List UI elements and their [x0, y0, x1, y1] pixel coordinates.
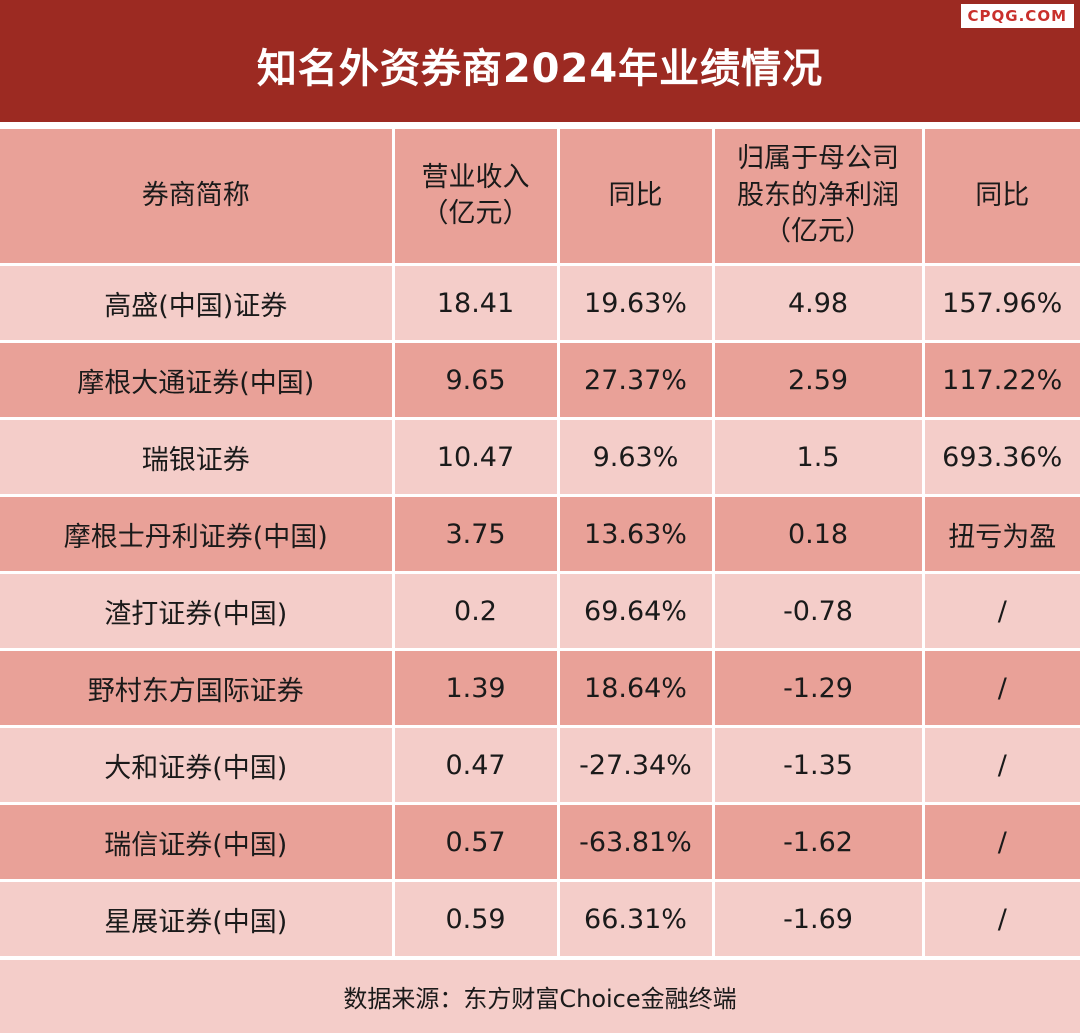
- cell-broker: 星展证券(中国): [0, 879, 393, 956]
- cell-profit-yoy: /: [921, 802, 1080, 881]
- cell-revenue-yoy: 19.63%: [556, 263, 713, 342]
- cell-revenue: 0.59: [391, 879, 558, 956]
- table-header-row: 券商简称 营业收入 （亿元） 同比 归属于母公司 股东的净利润 （亿元） 同比: [0, 126, 1080, 265]
- cell-revenue: 0.47: [391, 725, 558, 804]
- cell-net-profit: 4.98: [711, 263, 923, 342]
- header-line: 券商简称: [141, 179, 250, 211]
- cell-broker: 大和证券(中国): [0, 725, 393, 804]
- header-cell-net-profit: 归属于母公司 股东的净利润 （亿元）: [711, 126, 923, 265]
- cell-broker: 瑞信证券(中国): [0, 802, 393, 881]
- performance-table: 券商简称 营业收入 （亿元） 同比 归属于母公司 股东的净利润 （亿元） 同比: [0, 126, 1080, 956]
- header-line: 同比: [608, 179, 663, 211]
- cell-broker: 渣打证券(中国): [0, 571, 393, 650]
- header-cell-broker: 券商简称: [0, 126, 393, 265]
- page-title: 知名外资券商2024年业绩情况: [256, 46, 824, 92]
- cell-revenue: 9.65: [391, 340, 558, 419]
- header-line: 同比: [975, 179, 1030, 211]
- title-banner: 知名外资券商2024年业绩情况: [0, 0, 1080, 122]
- header-line: 营业收入: [421, 161, 530, 193]
- cell-profit-yoy: /: [921, 725, 1080, 804]
- cell-net-profit: 0.18: [711, 494, 923, 573]
- header-cell-profit-yoy: 同比: [921, 126, 1080, 265]
- table-row: 高盛(中国)证券 18.41 19.63% 4.98 157.96%: [0, 263, 1080, 342]
- table-row: 大和证券(中国) 0.47 -27.34% -1.35 /: [0, 725, 1080, 804]
- cell-net-profit: -1.62: [711, 802, 923, 881]
- table-row: 野村东方国际证券 1.39 18.64% -1.29 /: [0, 648, 1080, 727]
- table-row: 瑞银证券 10.47 9.63% 1.5 693.36%: [0, 417, 1080, 496]
- table-row: 摩根士丹利证券(中国) 3.75 13.63% 0.18 扭亏为盈: [0, 494, 1080, 573]
- cell-net-profit: -0.78: [711, 571, 923, 650]
- cell-profit-yoy: 117.22%: [921, 340, 1080, 419]
- cell-profit-yoy: /: [921, 879, 1080, 956]
- cell-revenue: 0.2: [391, 571, 558, 650]
- data-source-note: 数据来源：东方财富Choice金融终端: [0, 957, 1080, 1033]
- header-line: （亿元）: [421, 198, 530, 229]
- watermark: CPQG.COM: [960, 4, 1074, 28]
- cell-revenue-yoy: 69.64%: [556, 571, 713, 650]
- cell-revenue: 3.75: [391, 494, 558, 573]
- cell-broker: 摩根大通证券(中国): [0, 340, 393, 419]
- cell-broker: 高盛(中国)证券: [0, 263, 393, 342]
- data-source-text: 数据来源：东方财富Choice金融终端: [343, 985, 737, 1013]
- table-row: 星展证券(中国) 0.59 66.31% -1.69 /: [0, 879, 1080, 956]
- cell-revenue-yoy: -27.34%: [556, 725, 713, 804]
- cell-revenue: 0.57: [391, 802, 558, 881]
- table-row: 摩根大通证券(中国) 9.65 27.37% 2.59 117.22%: [0, 340, 1080, 419]
- cell-net-profit: -1.29: [711, 648, 923, 727]
- cell-broker: 瑞银证券: [0, 417, 393, 496]
- cell-net-profit: -1.69: [711, 879, 923, 956]
- cell-broker: 摩根士丹利证券(中国): [0, 494, 393, 573]
- cell-profit-yoy: 157.96%: [921, 263, 1080, 342]
- cell-profit-yoy: 693.36%: [921, 417, 1080, 496]
- cell-net-profit: 2.59: [711, 340, 923, 419]
- cell-revenue: 18.41: [391, 263, 558, 342]
- cell-profit-yoy: /: [921, 571, 1080, 650]
- header-line: 归属于母公司: [737, 143, 899, 175]
- cell-revenue-yoy: 66.31%: [556, 879, 713, 956]
- table-row: 渣打证券(中国) 0.2 69.64% -0.78 /: [0, 571, 1080, 650]
- cell-revenue-yoy: 18.64%: [556, 648, 713, 727]
- cell-revenue: 1.39: [391, 648, 558, 727]
- cell-profit-yoy: /: [921, 648, 1080, 727]
- header-line: （亿元）: [764, 216, 872, 248]
- cell-revenue-yoy: -63.81%: [556, 802, 713, 881]
- cell-net-profit: 1.5: [711, 417, 923, 496]
- header-line: 股东的净利润: [737, 179, 899, 211]
- cell-net-profit: -1.35: [711, 725, 923, 804]
- table-row: 瑞信证券(中国) 0.57 -63.81% -1.62 /: [0, 802, 1080, 881]
- cell-revenue-yoy: 13.63%: [556, 494, 713, 573]
- header-cell-revenue-yoy: 同比: [556, 126, 713, 265]
- cell-revenue-yoy: 27.37%: [556, 340, 713, 419]
- cell-revenue: 10.47: [391, 417, 558, 496]
- header-cell-revenue: 营业收入 （亿元）: [391, 126, 558, 265]
- cell-revenue-yoy: 9.63%: [556, 417, 713, 496]
- cell-broker: 野村东方国际证券: [0, 648, 393, 727]
- cell-profit-yoy: 扭亏为盈: [921, 494, 1080, 573]
